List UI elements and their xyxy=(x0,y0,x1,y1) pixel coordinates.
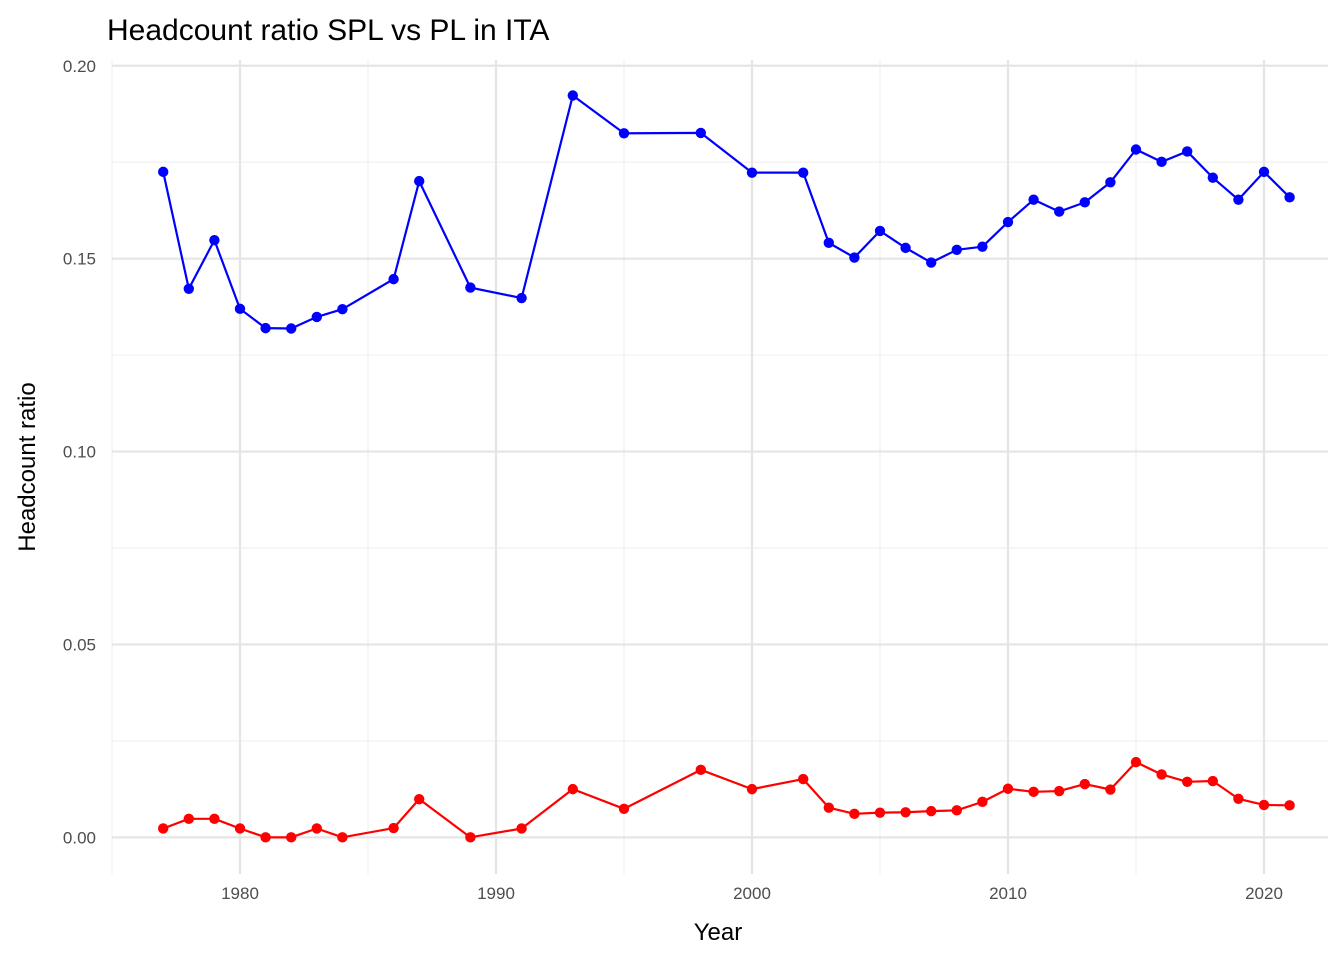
data-point xyxy=(1130,144,1142,155)
y-tick-label: 0.10 xyxy=(63,443,96,462)
data-point xyxy=(798,773,809,785)
data-point xyxy=(1054,206,1065,217)
x-tick-label: 2020 xyxy=(1245,884,1283,903)
data-point xyxy=(1079,197,1091,208)
data-point xyxy=(337,304,348,315)
data-point xyxy=(977,241,988,252)
data-point xyxy=(1105,784,1116,795)
data-point xyxy=(1002,216,1014,228)
data-point xyxy=(516,292,527,304)
data-point xyxy=(1233,194,1244,205)
data-point xyxy=(1028,194,1039,205)
y-tick-label: 0.15 xyxy=(63,250,96,269)
data-point xyxy=(311,823,322,834)
data-point xyxy=(337,832,348,843)
y-axis-title: Headcount ratio xyxy=(14,382,41,551)
data-point xyxy=(951,805,962,816)
data-point xyxy=(209,234,220,246)
data-point xyxy=(158,823,169,834)
data-point xyxy=(414,175,425,187)
data-point xyxy=(695,127,706,139)
data-point xyxy=(209,813,220,825)
data-point xyxy=(286,323,297,334)
data-point xyxy=(926,805,937,817)
x-tick-label: 1980 xyxy=(221,884,259,903)
data-point xyxy=(1182,776,1193,787)
data-point xyxy=(900,807,911,818)
data-point xyxy=(1002,783,1014,794)
data-point xyxy=(951,244,962,256)
data-point xyxy=(1233,793,1244,804)
data-point xyxy=(158,166,169,178)
data-point xyxy=(1207,775,1219,787)
data-point xyxy=(1156,156,1167,168)
data-point xyxy=(1105,177,1116,188)
data-point xyxy=(874,225,886,237)
y-tick-label: 0.20 xyxy=(63,57,96,76)
series-layer xyxy=(158,90,1295,843)
data-point xyxy=(746,167,758,178)
data-point xyxy=(260,322,271,334)
series-1 xyxy=(158,90,1295,334)
y-tick-label: 0.00 xyxy=(63,828,96,847)
data-point xyxy=(900,242,911,254)
data-point xyxy=(1130,756,1142,768)
data-point xyxy=(1028,786,1039,798)
data-point xyxy=(1054,785,1065,797)
x-tick-label: 2000 xyxy=(733,884,771,903)
data-point xyxy=(1284,192,1295,203)
data-point xyxy=(695,764,706,776)
data-point xyxy=(1182,146,1193,157)
series-line xyxy=(162,761,1290,839)
x-tick-label: 1990 xyxy=(477,884,515,903)
data-point xyxy=(1258,799,1270,811)
data-point xyxy=(234,823,246,834)
data-point xyxy=(388,822,399,834)
series-2 xyxy=(158,756,1295,843)
data-point xyxy=(567,783,578,795)
data-point xyxy=(823,802,834,813)
data-point xyxy=(465,282,476,293)
data-point xyxy=(234,303,246,315)
data-point xyxy=(311,311,322,323)
x-tick-label: 2010 xyxy=(989,884,1027,903)
data-point xyxy=(567,90,578,101)
data-point xyxy=(977,796,988,808)
data-point xyxy=(183,813,194,825)
data-point xyxy=(1156,769,1167,780)
grid xyxy=(111,60,1328,874)
data-point xyxy=(414,793,425,805)
data-point xyxy=(618,128,630,139)
data-point xyxy=(849,252,860,263)
data-point xyxy=(746,783,758,795)
data-point xyxy=(618,803,630,815)
data-point xyxy=(849,808,860,820)
data-point xyxy=(1258,166,1270,178)
data-point xyxy=(183,283,194,294)
data-point xyxy=(926,257,937,268)
chart-title: Headcount ratio SPL vs PL in ITA xyxy=(107,14,549,47)
data-point xyxy=(874,807,886,818)
data-point xyxy=(823,237,834,249)
data-point xyxy=(260,832,271,843)
data-point xyxy=(286,832,297,843)
data-point xyxy=(1079,778,1091,790)
x-axis-title: Year xyxy=(694,919,743,946)
data-point xyxy=(516,823,527,834)
y-tick-label: 0.05 xyxy=(63,635,96,654)
data-point xyxy=(465,832,476,843)
data-point xyxy=(798,167,809,178)
data-point xyxy=(1207,172,1219,183)
tick-labels: 1980 1990 2000 2010 2020 0.00 0.05 0.10 0.15 0.20 xyxy=(63,57,1283,903)
data-point xyxy=(388,273,399,285)
series-line xyxy=(162,94,1291,330)
data-point xyxy=(1284,800,1295,811)
